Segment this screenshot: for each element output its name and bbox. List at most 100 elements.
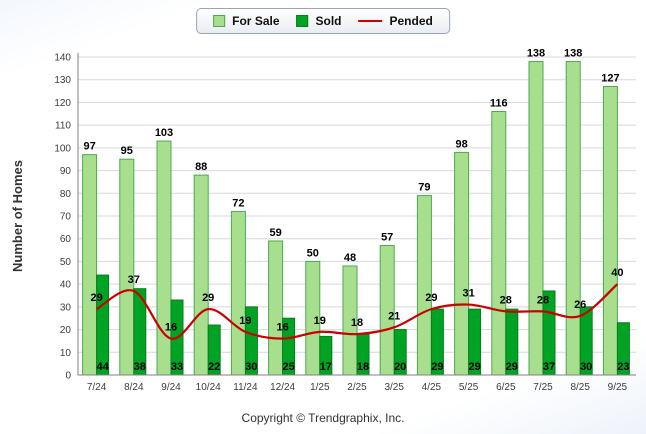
x-tick-label: 4/25 — [422, 382, 442, 393]
x-tick-label: 9/25 — [608, 382, 628, 393]
legend-label-pended: Pended — [389, 14, 433, 28]
for-sale-value-label: 97 — [83, 141, 95, 153]
sold-value-label: 20 — [394, 361, 406, 373]
y-tick-label: 110 — [55, 121, 71, 132]
x-tick-label: 7/25 — [533, 382, 553, 393]
bar-for-sale — [565, 61, 581, 376]
x-tick-label: 6/25 — [496, 382, 516, 393]
for-sale-value-label: 116 — [490, 98, 508, 110]
for-sale-value-label: 95 — [121, 145, 133, 157]
sold-value-label: 17 — [320, 361, 332, 373]
pended-value-label: 29 — [90, 292, 102, 304]
x-tick-label: 9/24 — [161, 382, 181, 393]
pended-value-label: 29 — [425, 292, 437, 304]
for-sale-value-label: 88 — [195, 161, 207, 173]
for-sale-value-label: 57 — [381, 232, 393, 244]
y-tick-label: 30 — [60, 302, 72, 313]
sold-swatch-icon — [296, 15, 309, 27]
pended-value-label: 31 — [462, 288, 474, 300]
sold-value-label: 22 — [208, 361, 220, 373]
x-tick-label: 1/25 — [310, 382, 330, 393]
sold-value-label: 44 — [96, 361, 109, 373]
pended-value-label: 18 — [351, 317, 363, 329]
y-tick-label: 60 — [60, 234, 72, 245]
pended-value-label: 21 — [388, 310, 400, 322]
pended-line-swatch-icon — [358, 20, 383, 22]
bar-for-sale — [491, 111, 507, 376]
pended-value-label: 16 — [276, 322, 288, 334]
x-tick-label: 3/25 — [384, 382, 404, 393]
pended-value-label: 40 — [611, 267, 623, 279]
y-tick-label: 70 — [60, 212, 72, 223]
for-sale-value-label: 138 — [564, 48, 582, 60]
y-tick-label: 10 — [60, 348, 72, 359]
axes: 7/24 8/24 9/24 10/24 11/24 12/24 1/25 2/25 3/25 4… — [77, 53, 636, 393]
pended-line: 29 37 16 29 19 16 19 18 21 29 31 28 28 26 40 — [90, 267, 624, 340]
y-tick-label: 90 — [60, 166, 72, 177]
y-tick-label: 50 — [60, 257, 72, 268]
bar-for-sale — [602, 86, 618, 376]
x-tick-label: 10/24 — [196, 382, 221, 393]
for-sale-value-label: 72 — [232, 197, 244, 209]
y-tick-label: 140 — [54, 53, 71, 64]
y-tick-label: 0 — [65, 371, 71, 382]
for-sale-value-label: 48 — [344, 252, 356, 264]
y-tick-label: 40 — [60, 280, 72, 291]
y-tick-label: 130 — [54, 75, 71, 86]
for-sale-value-label: 103 — [155, 127, 173, 139]
x-tick-label: 2/25 — [347, 382, 367, 393]
x-tick-label: 8/25 — [570, 382, 590, 393]
bar-for-sale — [416, 195, 432, 376]
legend-label-for-sale: For Sale — [232, 14, 280, 28]
pended-value-label: 19 — [314, 315, 326, 327]
x-tick-label: 8/24 — [124, 382, 144, 393]
x-tick-label: 5/25 — [459, 382, 479, 393]
sold-value-label: 29 — [468, 361, 480, 373]
sold-value-label: 30 — [580, 361, 592, 373]
for-sale-value-label: 79 — [418, 182, 430, 194]
for-sale-swatch-icon — [213, 15, 226, 27]
bar-for-sale — [454, 151, 470, 376]
for-sale-value-label: 138 — [527, 48, 545, 60]
for-sale-value-label: 59 — [269, 227, 281, 239]
y-tick-label: 120 — [54, 98, 71, 109]
bar-for-sale — [82, 154, 98, 376]
pended-value-label: 28 — [500, 294, 512, 306]
bar-for-sale — [193, 174, 209, 376]
bar-for-sale — [230, 210, 246, 376]
legend-label-sold: Sold — [315, 14, 342, 28]
pended-value-label: 16 — [165, 322, 177, 334]
pended-value-label: 19 — [239, 315, 251, 327]
sold-value-label: 25 — [282, 361, 294, 373]
for-sale-value-label: 127 — [601, 73, 619, 85]
sold-value-label: 33 — [171, 361, 183, 373]
bar-for-sale — [528, 61, 544, 376]
sold-value-label: 37 — [543, 361, 555, 373]
y-tick-label: 80 — [60, 189, 72, 200]
pended-value-label: 37 — [128, 274, 140, 286]
value-labels: 97 44 95 38 103 33 88 22 72 30 59 25 50 17 48 18 57 20 79 2… — [83, 48, 629, 373]
pended-value-label: 29 — [202, 292, 214, 304]
sold-value-label: 29 — [506, 361, 518, 373]
sold-value-label: 23 — [617, 361, 629, 373]
for-sale-value-label: 50 — [307, 247, 319, 259]
x-tick-label: 7/24 — [87, 382, 107, 393]
pended-value-label: 28 — [537, 294, 549, 306]
bar-for-sale — [268, 240, 284, 376]
y-axis-title: Number of Homes — [10, 160, 25, 272]
copyright-text: Copyright © Trendgraphix, Inc. — [241, 411, 405, 425]
x-tick-label: 11/24 — [233, 382, 258, 393]
sold-value-label: 38 — [134, 361, 146, 373]
x-tick-label: 12/24 — [270, 382, 295, 393]
pended-line-path — [96, 283, 619, 340]
pended-value-label: 26 — [574, 299, 586, 311]
bar-for-sale — [119, 158, 135, 376]
sold-value-label: 18 — [357, 361, 369, 373]
sold-value-label: 29 — [431, 361, 443, 373]
y-tick-label: 20 — [60, 325, 72, 336]
legend: For Sale Sold Pended — [196, 8, 450, 34]
sold-value-label: 30 — [245, 361, 257, 373]
bar-sold — [96, 274, 110, 376]
